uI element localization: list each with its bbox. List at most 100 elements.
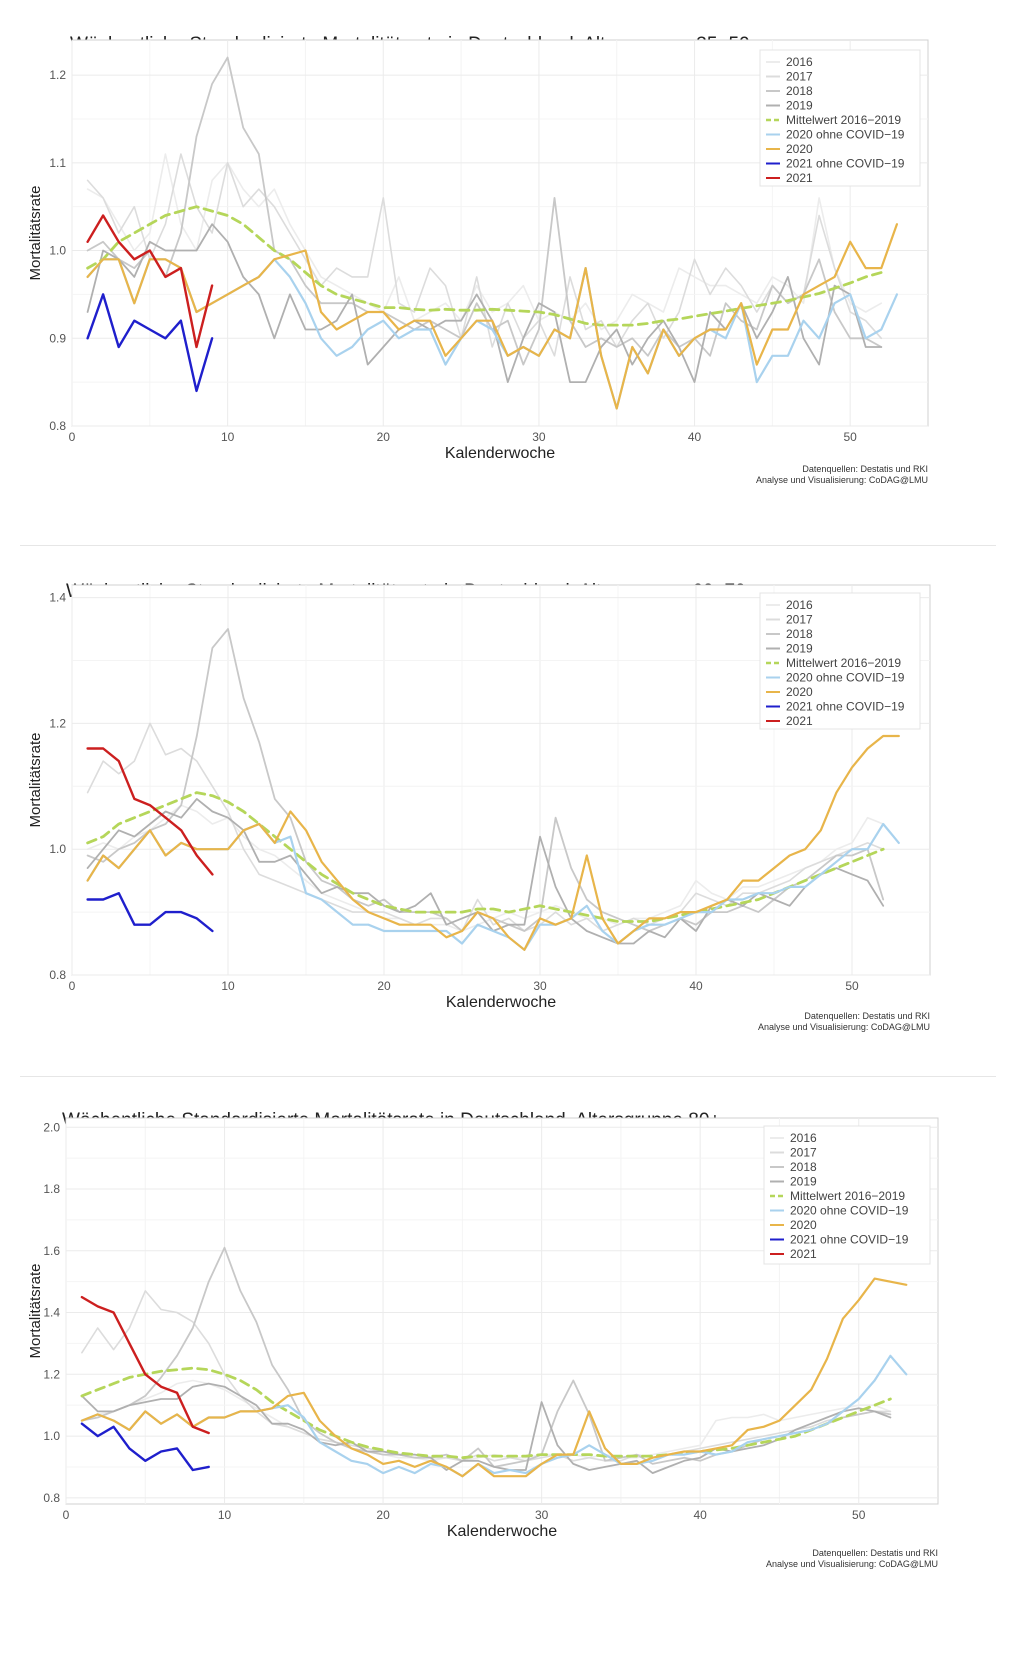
legend-label-2018: 2018 [790,1160,817,1174]
series-line-2021-ohne-covid-19 [80,1422,210,1472]
y-tick-label: 1.0 [49,842,66,856]
legend-label-2016: 2016 [786,598,813,612]
legend-label-2016: 2016 [786,55,813,69]
legend-box [759,49,921,187]
legend-label-mittelwert-2016-2019: Mittelwert 2016−2019 [786,656,901,670]
caption-sources: Datenquellen: Destatis und RKI [804,1011,930,1021]
y-tick-label: 0.8 [49,419,66,433]
x-tick-label: 10 [221,979,235,993]
legend-label-2020-ohne-covid-19: 2020 ohne COVID−19 [786,671,905,685]
legend-label-2021: 2021 [790,1247,817,1261]
chart-panel-80plus: Wöchentliche Standardisierte Mortalitäts… [0,1112,1016,1654]
panel-divider [20,545,996,546]
legend-label-2020: 2020 [790,1218,817,1232]
x-tick-label: 20 [377,430,391,444]
x-tick-label: 40 [694,1508,708,1522]
series-line-mittelwert-2016-2019 [86,205,883,327]
x-tick-label: 40 [689,979,703,993]
chart-panel-35-59: Wöchentliche Standardisierte Mortalitäts… [0,0,1016,540]
x-tick-label: 50 [845,979,859,993]
x-tick-label: 20 [376,1508,390,1522]
legend-label-2020: 2020 [786,142,813,156]
x-tick-label: 0 [69,430,76,444]
series-line-mittelwert-2016-2019 [86,791,885,923]
y-tick-label: 0.8 [43,1491,60,1505]
y-tick-label: 1.0 [43,1429,60,1443]
chart-panel-60-79: Wöchentliche Standardisierte Mortalitäts… [0,553,1016,1073]
y-tick-label: 2.0 [43,1120,60,1134]
series-line-mittelwert-2016-2019 [80,1366,892,1460]
x-tick-label: 0 [63,1508,70,1522]
x-axis-label: Kalenderwoche [447,1523,557,1540]
x-tick-label: 30 [532,430,546,444]
x-tick-label: 50 [852,1508,866,1522]
x-tick-label: 20 [377,979,391,993]
series-line-2021-ohne-covid-19 [86,892,214,933]
series-line-2019 [86,797,885,945]
legend-label-2021: 2021 [786,171,813,185]
chart-svg-60-79: Wöchentliche Standardisierte Mortalitäts… [27,581,931,1032]
legend-label-2020: 2020 [786,685,813,699]
legend-box [763,1125,931,1265]
series-lines [86,628,900,951]
legend-label-2017: 2017 [786,70,813,84]
series-lines [86,56,899,410]
caption-analysis: Analyse und Visualisierung: CoDAG@LMU [756,475,928,485]
series-lines [80,1246,908,1478]
legend-label-mittelwert-2016-2019: Mittelwert 2016−2019 [786,113,901,127]
y-tick-label: 0.8 [49,968,66,982]
legend-box [759,592,921,730]
y-tick-label: 0.9 [49,331,66,345]
legend-label-mittelwert-2016-2019: Mittelwert 2016−2019 [790,1189,905,1203]
legend-label-2021-ohne-covid-19: 2021 ohne COVID−19 [786,700,905,714]
series-line-2021 [80,1295,210,1435]
x-tick-label: 40 [688,430,702,444]
legend-label-2021: 2021 [786,714,813,728]
y-tick-label: 1.1 [49,156,66,170]
caption-analysis: Analyse und Visualisierung: CoDAG@LMU [758,1022,930,1032]
series-line-2020 [86,223,899,410]
y-tick-label: 1.2 [49,68,66,82]
y-tick-label: 1.8 [43,1182,60,1196]
legend-label-2018: 2018 [786,84,813,98]
series-line-2021 [86,214,214,349]
series-line-2019 [86,223,883,384]
caption-sources: Datenquellen: Destatis und RKI [802,464,928,474]
series-line-2019 [81,1382,892,1475]
series-line-2018 [86,56,883,366]
x-axis-label: Kalenderwoche [445,445,555,462]
legend-label-2019: 2019 [786,99,813,113]
series-line-2020 [80,1277,908,1478]
x-tick-label: 30 [533,979,547,993]
legend-label-2020-ohne-covid-19: 2020 ohne COVID−19 [790,1204,909,1218]
y-axis-label: Mortalitätsrate [27,185,44,280]
grid [71,40,928,427]
caption-sources: Datenquellen: Destatis und RKI [812,1548,938,1558]
caption-analysis: Analyse und Visualisierung: CoDAG@LMU [766,1559,938,1569]
series-line-2017 [86,153,883,357]
chart-svg-35-59: Wöchentliche Standardisierte Mortalitäts… [27,34,929,485]
legend-label-2017: 2017 [786,613,813,627]
y-axis-label: Mortalitätsrate [27,732,44,827]
y-tick-label: 1.0 [49,244,66,258]
grid [65,1118,938,1504]
x-tick-label: 30 [535,1508,549,1522]
x-tick-label: 10 [218,1508,232,1522]
y-tick-label: 1.6 [43,1244,60,1258]
x-tick-label: 50 [844,430,858,444]
y-tick-label: 1.4 [49,591,66,605]
legend-label-2017: 2017 [790,1146,817,1160]
x-axis-label: Kalenderwoche [446,994,556,1011]
legend-label-2020-ohne-covid-19: 2020 ohne COVID−19 [786,128,905,142]
panel-divider [20,1076,996,1077]
series-line-2021 [86,747,214,876]
legend-label-2019: 2019 [786,642,813,656]
series-line-2018 [81,1246,892,1468]
legend-label-2021-ohne-covid-19: 2021 ohne COVID−19 [786,157,905,171]
series-line-2021-ohne-covid-19 [86,293,214,393]
y-tick-label: 1.2 [43,1367,60,1381]
y-axis-label: Mortalitätsrate [27,1263,44,1358]
chart-svg-80plus: Wöchentliche Standardisierte Mortalitäts… [27,1112,939,1569]
